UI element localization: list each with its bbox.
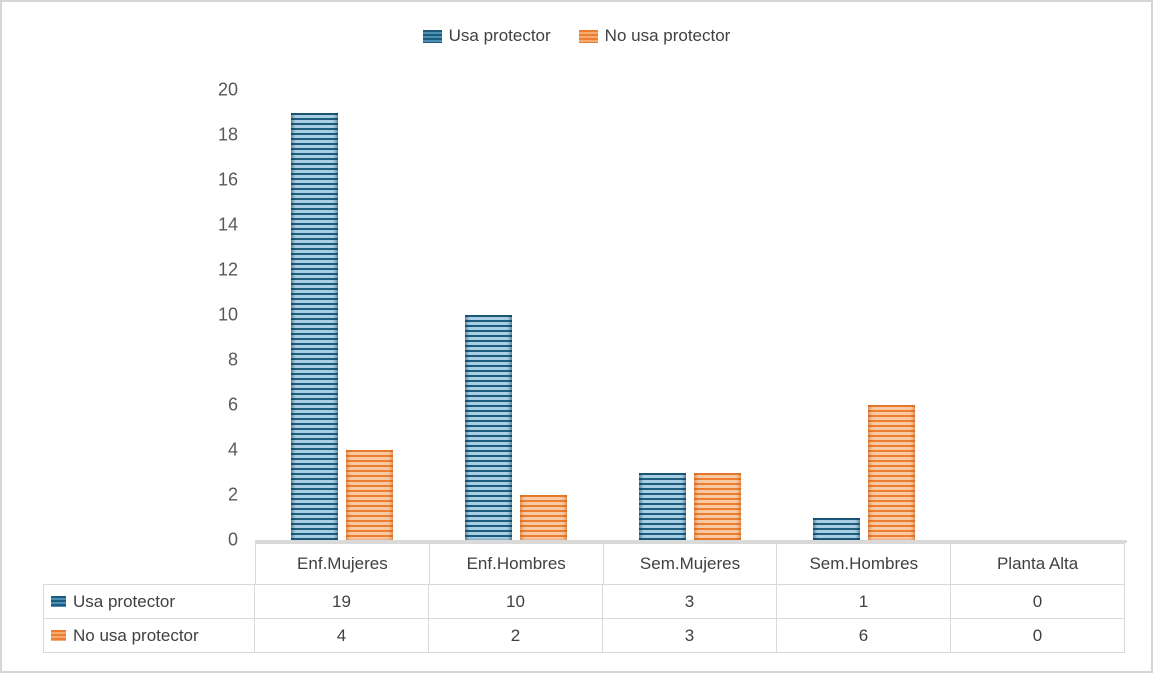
chart-legend: Usa protector No usa protector (0, 26, 1153, 46)
value-cell: 2 (428, 618, 603, 653)
bar (465, 315, 512, 540)
y-tick-label: 0 (227, 529, 238, 550)
row-header-label: Usa protector (73, 591, 176, 611)
bar-group (255, 90, 429, 540)
legend-swatch-no-usa-protector-icon (578, 29, 598, 43)
category-header-cells: Enf.Mujeres Enf.Hombres Sem.Mujeres Sem.Hom… (255, 543, 1125, 585)
data-table: Usa protector 19 10 3 1 0 No usa protector 4 2 3 6… (43, 584, 1125, 653)
value-cell: 3 (602, 618, 777, 653)
bar-group (777, 90, 951, 540)
value-cell: 19 (254, 584, 429, 619)
bar (868, 405, 915, 540)
bar-group (603, 90, 777, 540)
value-cell: 6 (776, 618, 951, 653)
y-axis: 20 18 16 14 12 10 8 6 4 2 0 (0, 80, 238, 550)
y-tick-label: 18 (217, 124, 238, 145)
bar (291, 112, 338, 540)
bar (694, 472, 741, 540)
y-tick-label: 12 (217, 259, 238, 280)
y-tick-label: 16 (217, 169, 238, 190)
y-tick-label: 8 (227, 349, 238, 370)
category-header-cell: Enf.Mujeres (255, 543, 430, 585)
value-cell: 3 (602, 584, 777, 619)
bar (346, 450, 393, 540)
y-tick-label: 14 (217, 214, 238, 235)
bar-group (429, 90, 603, 540)
bar (813, 517, 860, 540)
row-header-label: No usa protector (73, 625, 199, 645)
bar (520, 495, 567, 540)
legend-label: No usa protector (604, 26, 731, 45)
legend-item-usa-protector: Usa protector (422, 26, 551, 46)
bar-group (951, 90, 1125, 540)
legend-swatch-usa-protector-icon (422, 29, 442, 43)
value-cell: 10 (428, 584, 603, 619)
bar (639, 472, 686, 540)
category-header-row: Enf.Mujeres Enf.Hombres Sem.Mujeres Sem.Hom… (255, 543, 1125, 585)
value-cell: 0 (950, 584, 1125, 619)
category-header-cell: Enf.Hombres (428, 543, 604, 585)
category-header-cell: Sem.Mujeres (602, 543, 778, 585)
y-tick-label: 4 (227, 439, 238, 460)
category-header-cell: Sem.Hombres (776, 543, 952, 585)
y-tick-label: 10 (217, 304, 238, 325)
y-tick-label: 2 (227, 484, 238, 505)
y-tick-label: 20 (217, 79, 238, 100)
table-row: Usa protector 19 10 3 1 0 (43, 584, 1125, 619)
value-cell: 1 (776, 584, 951, 619)
row-header-swatch-icon (51, 596, 66, 607)
table-row: No usa protector 4 2 3 6 0 (43, 618, 1125, 653)
row-header-cell: No usa protector (43, 618, 255, 653)
category-axis-line (255, 540, 1127, 543)
plot-area (255, 90, 1125, 540)
value-cell: 0 (950, 618, 1125, 653)
category-header-cell: Planta Alta (950, 543, 1125, 585)
value-cell: 4 (254, 618, 429, 653)
legend-label: Usa protector (448, 26, 551, 45)
row-header-swatch-icon (51, 630, 66, 641)
legend-item-no-usa-protector: No usa protector (578, 26, 731, 46)
row-header-cell: Usa protector (43, 584, 255, 619)
y-tick-label: 6 (227, 394, 238, 415)
